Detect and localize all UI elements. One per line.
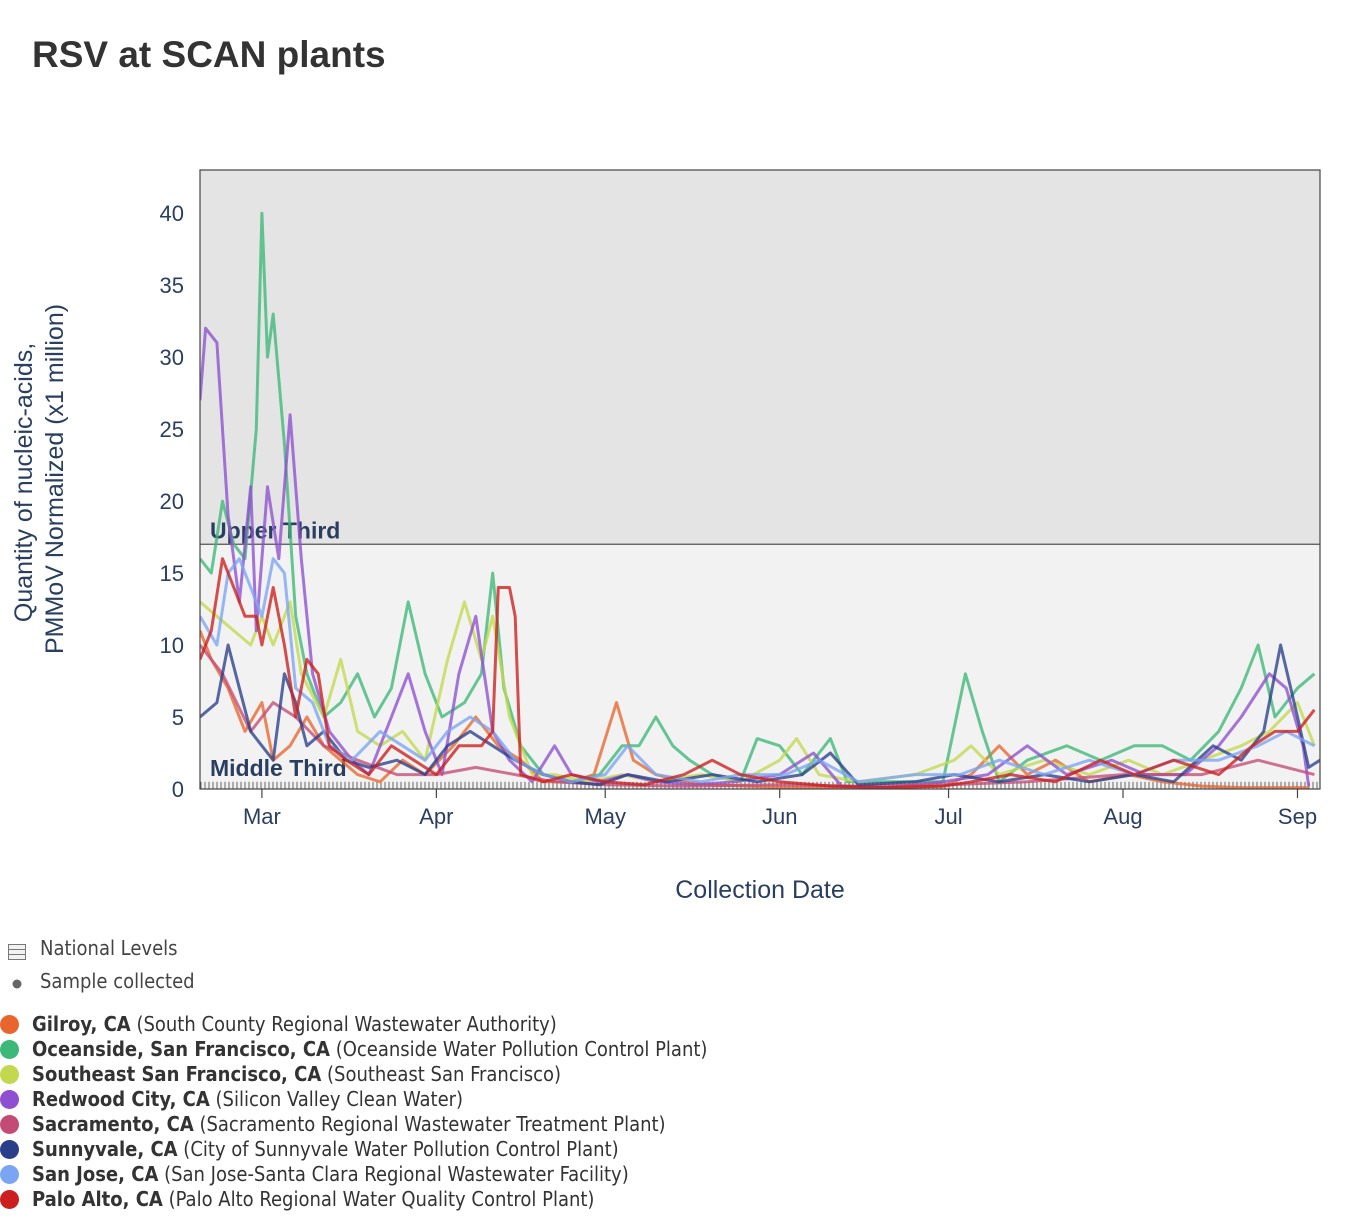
y-tick-label: 10 (160, 633, 184, 658)
series-line-gilroy-ca (200, 630, 1309, 789)
plant-name: (Oceanside Water Pollution Control Plant… (329, 1037, 708, 1061)
y-tick-label: 30 (160, 345, 184, 370)
x-tick-label: Mar (243, 804, 281, 829)
series-line-redwood-city-ca (200, 326, 1311, 789)
series-color-dot (0, 1165, 19, 1184)
site-legend-list: Gilroy, CA (South County Regional Wastew… (0, 1012, 760, 1212)
site-name: Southeast San Francisco, CA (32, 1062, 322, 1086)
y-axis-label-line-2: PMMoV Normalized (x1 million) (41, 304, 69, 654)
plant-name: (San Jose-Santa Clara Regional Wastewate… (158, 1162, 629, 1186)
series-color-dot (0, 1015, 19, 1034)
x-axis-label: Collection Date (675, 876, 845, 904)
series-color-dot (0, 1115, 19, 1134)
legend-label: National Levels (40, 936, 178, 960)
x-tick-label: Jun (762, 804, 797, 829)
plant-name: (Sacramento Regional Wastewater Treatmen… (193, 1112, 666, 1136)
series-color-dot (0, 1140, 19, 1159)
legend-item-site[interactable]: Southeast San Francisco, CA (Southeast S… (0, 1062, 760, 1087)
series-color-dot (0, 1040, 19, 1059)
site-name: Sacramento, CA (32, 1112, 194, 1136)
legend-item-site[interactable]: Sunnyvale, CA (City of Sunnyvale Water P… (0, 1137, 760, 1162)
legend-item-site[interactable]: Oceanside, San Francisco, CA (Oceanside … (0, 1037, 760, 1062)
legend-item-site[interactable]: Redwood City, CA (Silicon Valley Clean W… (0, 1087, 760, 1112)
site-name: Palo Alto, CA (32, 1187, 163, 1211)
legend-item-site[interactable]: Sacramento, CA (Sacramento Regional Wast… (0, 1112, 760, 1137)
hatched-square-icon (8, 939, 26, 967)
site-name: Oceanside, San Francisco, CA (32, 1037, 330, 1061)
y-axis: 0 5 10 15 20 25 30 35 40 (160, 201, 184, 802)
plant-name: (South County Regional Wastewater Author… (130, 1012, 557, 1036)
plot-frame (199, 169, 1321, 790)
y-tick-label: 25 (160, 417, 184, 442)
series-line-southeast-san-francisco-ca (200, 600, 1316, 784)
y-tick-label: 35 (160, 273, 184, 298)
band-upper-third (200, 170, 1320, 545)
series-lines (200, 211, 1320, 789)
y-tick-label: 5 (172, 705, 184, 730)
series-line-sunnyvale-ca (200, 643, 1320, 787)
legend: National Levels Sample collected Gilroy,… (0, 934, 760, 1212)
y-axis-label: Quantity of nucleic-acids, PMMoV Normali… (10, 304, 69, 654)
legend-item-sample-collected[interactable]: Sample collected (0, 967, 760, 1000)
y-tick-label: 15 (160, 561, 184, 586)
legend-item-site[interactable]: Gilroy, CA (South County Regional Wastew… (0, 1012, 760, 1037)
legend-item-national-levels[interactable]: National Levels (0, 934, 760, 967)
x-tick-label: Jul (934, 804, 962, 829)
dot-icon (8, 972, 26, 1000)
y-tick-label: 20 (160, 489, 184, 514)
plant-name: (City of Sunnyvale Water Pollution Contr… (177, 1137, 619, 1161)
plant-name: (Silicon Valley Clean Water) (209, 1087, 464, 1111)
series-line-palo-alto-ca (200, 557, 1316, 789)
site-name: Gilroy, CA (32, 1012, 131, 1036)
legend-label: Sample collected (40, 969, 195, 993)
series-color-dot (0, 1190, 19, 1209)
series-line-oceanside-san-francisco-ca (200, 211, 1316, 784)
site-name: Redwood City, CA (32, 1087, 210, 1111)
x-tick-label: May (584, 804, 626, 829)
x-tick-label: Apr (419, 804, 453, 829)
series-color-dot (0, 1090, 19, 1109)
x-tick-label: Aug (1103, 804, 1142, 829)
page-title: RSV at SCAN plants (32, 34, 386, 75)
site-name: San Jose, CA (32, 1162, 159, 1186)
y-axis-label-line-1: Quantity of nucleic-acids, (10, 343, 38, 622)
legend-item-site[interactable]: Palo Alto, CA (Palo Alto Regional Water … (0, 1187, 760, 1212)
plant-name: (Palo Alto Regional Water Quality Contro… (162, 1187, 595, 1211)
plant-name: (Southeast San Francisco) (321, 1062, 562, 1086)
band-label-middle-third: Middle Third (210, 755, 347, 781)
y-tick-label: 0 (172, 777, 184, 802)
x-axis: Mar Apr May Jun Jul Aug Sep (243, 789, 1317, 829)
y-tick-label: 40 (160, 201, 184, 226)
x-tick-label: Sep (1278, 804, 1317, 829)
legend-item-site[interactable]: San Jose, CA (San Jose-Santa Clara Regio… (0, 1162, 760, 1187)
series-color-dot (0, 1065, 19, 1084)
site-name: Sunnyvale, CA (32, 1137, 178, 1161)
